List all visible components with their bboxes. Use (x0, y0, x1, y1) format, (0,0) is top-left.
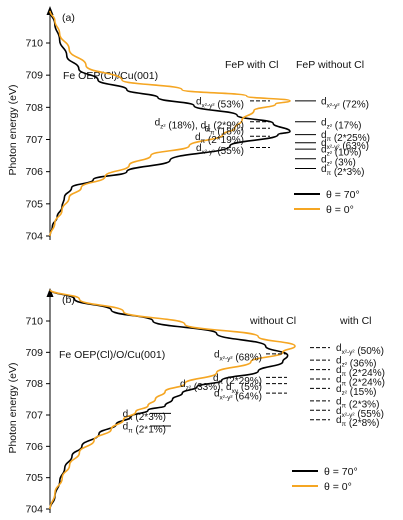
y-tick-label: 710 (25, 316, 43, 328)
panel-a-group-left: FeP with Cl (225, 59, 279, 71)
annotation-right: dπ (2*8%) (336, 415, 379, 429)
annotation-right: dπ (2*24%) (336, 374, 385, 388)
legend-label: θ = 0° (324, 481, 352, 493)
panel-a-group-right: FeP without Cl (296, 59, 364, 71)
annotation-left: dπ (2*3%) (123, 409, 166, 423)
series-line-theta-70 (49, 10, 291, 237)
series-line-theta-0 (49, 10, 291, 237)
annotation-left: dπ (2*1%) (123, 421, 166, 435)
annotation-right: dπ (2*3%) (321, 164, 364, 178)
annotation-right: dx²-y² (50%) (336, 343, 384, 357)
annotation-right: dz² (36%) (336, 356, 376, 370)
annotation-right: dx²-y² (55%) (336, 406, 384, 420)
annotation-right: dz² (10%) (321, 145, 361, 159)
annotation-left: dz² (33%), dxy (5%) (180, 379, 262, 395)
annotation-left: dx²-y² (64%) (214, 389, 262, 403)
y-tick-label: 709 (25, 70, 43, 82)
annotation-left: dx²-y² (68%) (214, 349, 262, 363)
annotation-right: dx²-y² (63%) (321, 138, 369, 152)
legend-label: θ = 70° (326, 189, 360, 201)
legend-label: θ = 0° (326, 204, 354, 216)
annotation-right: dπ (2*3%) (336, 396, 379, 410)
y-tick-label: 709 (25, 347, 43, 359)
panel-b: (b) Fe OEP(Cl)/O/Cu(001) without Cl with… (7, 288, 385, 516)
panel-b-ylabel: Photon energy (eV) (7, 362, 19, 453)
y-tick-label: 704 (25, 504, 43, 516)
y-axis-arrow-icon (46, 288, 54, 297)
panel-a-sample: Fe OEP(Cl)/Cu(001) (63, 70, 158, 82)
annotation-left: dπ (2*29%) (213, 373, 262, 387)
legend-label: θ = 70° (324, 466, 358, 478)
y-tick-label: 705 (25, 472, 43, 484)
panel-a-label: (a) (62, 12, 75, 24)
annotation-left: dx²-y² (55%) (196, 143, 244, 157)
panel-b-group-right: with Cl (339, 315, 372, 327)
annotation-right: dz² (17%) (321, 117, 361, 131)
y-tick-label: 710 (25, 38, 43, 50)
y-tick-label: 708 (25, 378, 43, 390)
annotation-right: dz² (15%) (336, 384, 376, 398)
annotation-left: dπ (18%) (204, 124, 244, 138)
annotation-right: dπ (2*25%) (321, 130, 370, 144)
y-tick-label: 706 (25, 441, 43, 453)
panel-a: (a) Fe OEP(Cl)/Cu(001) FeP with Cl FeP w… (7, 6, 370, 243)
annotation-left: dx²-y² (53%) (196, 96, 244, 110)
annotation-left: dπ (2*19%) (195, 132, 244, 146)
y-axis-arrow-icon (46, 6, 54, 15)
y-tick-label: 707 (25, 410, 43, 422)
y-tick-label: 708 (25, 102, 43, 114)
annotation-right: dz² (3%) (321, 154, 356, 168)
annotation-left: dz² (18%), dπ (2*9%) (155, 117, 244, 133)
series-line-theta-0 (49, 288, 296, 510)
annotation-right: dπ (2*24%) (336, 365, 385, 379)
y-tick-label: 707 (25, 134, 43, 146)
series-line-theta-70 (49, 289, 289, 510)
panel-a-ylabel: Photon energy (eV) (7, 84, 19, 175)
panel-b-group-left: without Cl (249, 315, 296, 327)
panel-b-sample: Fe OEP(Cl)/O/Cu(001) (59, 349, 165, 361)
y-tick-label: 706 (25, 166, 43, 178)
y-tick-label: 704 (25, 231, 43, 243)
annotation-right: dx²-y² (72%) (321, 96, 369, 110)
y-tick-label: 705 (25, 198, 43, 210)
